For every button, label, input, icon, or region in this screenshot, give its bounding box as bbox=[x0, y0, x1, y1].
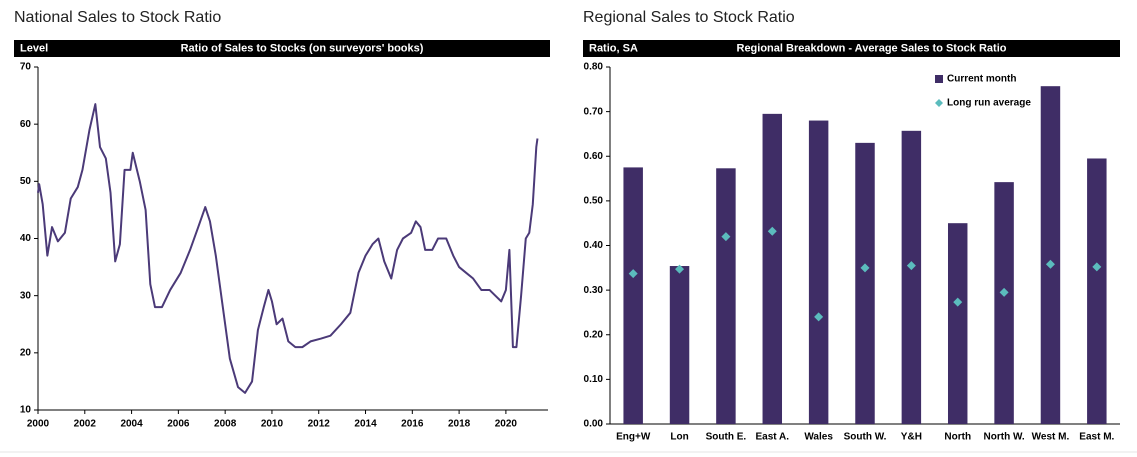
y-tick-label: 0.20 bbox=[584, 329, 604, 340]
bar bbox=[762, 113, 783, 424]
x-tick-label: 2016 bbox=[401, 419, 424, 430]
x-tick-label: North bbox=[944, 432, 971, 443]
chart-title: National Sales to Stock Ratio bbox=[14, 9, 221, 26]
y-tick-label: 0.70 bbox=[584, 106, 604, 117]
y-tick-label: 0.30 bbox=[584, 285, 604, 296]
average-marker bbox=[814, 312, 824, 322]
bar bbox=[1040, 86, 1061, 424]
average-marker bbox=[767, 226, 777, 236]
legend-label: Long run average bbox=[947, 98, 1031, 109]
y-tick-label: 10 bbox=[20, 405, 32, 416]
x-tick-label: Wales bbox=[804, 432, 833, 443]
bar bbox=[994, 182, 1014, 424]
average-marker bbox=[860, 263, 870, 273]
bar bbox=[716, 168, 736, 424]
average-marker bbox=[906, 261, 916, 271]
average-marker bbox=[675, 264, 685, 274]
average-marker bbox=[999, 287, 1009, 297]
line-series bbox=[37, 103, 539, 394]
x-tick-label: 2018 bbox=[448, 419, 471, 430]
y-tick-label: 20 bbox=[20, 347, 32, 358]
bar bbox=[947, 223, 968, 424]
x-tick-label: 2000 bbox=[27, 419, 50, 430]
x-tick-label: West M. bbox=[1032, 432, 1070, 443]
y-tick-label: 60 bbox=[20, 119, 32, 130]
y-axis-label: Level bbox=[20, 42, 48, 54]
legend-label: Current month bbox=[947, 74, 1016, 85]
chart-subtitle: Ratio of Sales to Stocks (on surveyors' … bbox=[181, 42, 424, 54]
x-tick-label: East A. bbox=[756, 432, 790, 443]
y-tick-label: 30 bbox=[20, 290, 32, 301]
average-marker bbox=[1092, 262, 1102, 272]
x-tick-label: East M. bbox=[1079, 432, 1114, 443]
bar bbox=[808, 120, 829, 425]
average-marker bbox=[721, 232, 731, 242]
x-tick-label: Lon bbox=[670, 432, 688, 443]
y-tick-label: 0.40 bbox=[584, 240, 604, 251]
x-tick-label: 2006 bbox=[167, 419, 190, 430]
y-tick-label: 0.80 bbox=[584, 62, 604, 73]
bar bbox=[623, 167, 643, 424]
y-tick-label: 70 bbox=[20, 62, 32, 73]
x-tick-label: 2020 bbox=[495, 419, 518, 430]
header-bar bbox=[14, 40, 550, 57]
chart-subtitle: Regional Breakdown - Average Sales to St… bbox=[737, 42, 1007, 54]
bar bbox=[669, 266, 690, 424]
x-tick-label: 2002 bbox=[74, 419, 97, 430]
bar bbox=[855, 142, 875, 425]
bar bbox=[1087, 158, 1107, 424]
x-tick-label: 2008 bbox=[214, 419, 237, 430]
x-tick-label: Eng+W bbox=[616, 432, 651, 443]
x-tick-label: Y&H bbox=[901, 432, 922, 443]
legend-marker bbox=[935, 75, 943, 83]
y-axis-label: Ratio, SA bbox=[589, 42, 638, 54]
y-tick-label: 0.60 bbox=[584, 151, 604, 162]
average-marker bbox=[628, 269, 638, 279]
x-tick-label: 2004 bbox=[120, 419, 143, 430]
x-tick-label: 2014 bbox=[354, 419, 377, 430]
average-marker bbox=[953, 297, 963, 307]
legend-marker bbox=[935, 99, 943, 107]
x-tick-label: 2012 bbox=[308, 419, 331, 430]
y-tick-label: 40 bbox=[20, 233, 32, 244]
average-marker bbox=[1045, 259, 1055, 269]
y-tick-label: 0.00 bbox=[584, 419, 604, 430]
x-tick-label: South E. bbox=[706, 432, 747, 443]
x-tick-label: 2010 bbox=[261, 419, 284, 430]
x-tick-label: North W. bbox=[984, 432, 1025, 443]
y-tick-label: 0.50 bbox=[584, 196, 604, 207]
x-tick-label: South W. bbox=[844, 432, 887, 443]
bar bbox=[901, 130, 922, 424]
chart-title: Regional Sales to Stock Ratio bbox=[583, 9, 795, 26]
header-bar bbox=[583, 40, 1120, 57]
y-tick-label: 50 bbox=[20, 176, 32, 187]
y-tick-label: 0.10 bbox=[584, 374, 604, 385]
